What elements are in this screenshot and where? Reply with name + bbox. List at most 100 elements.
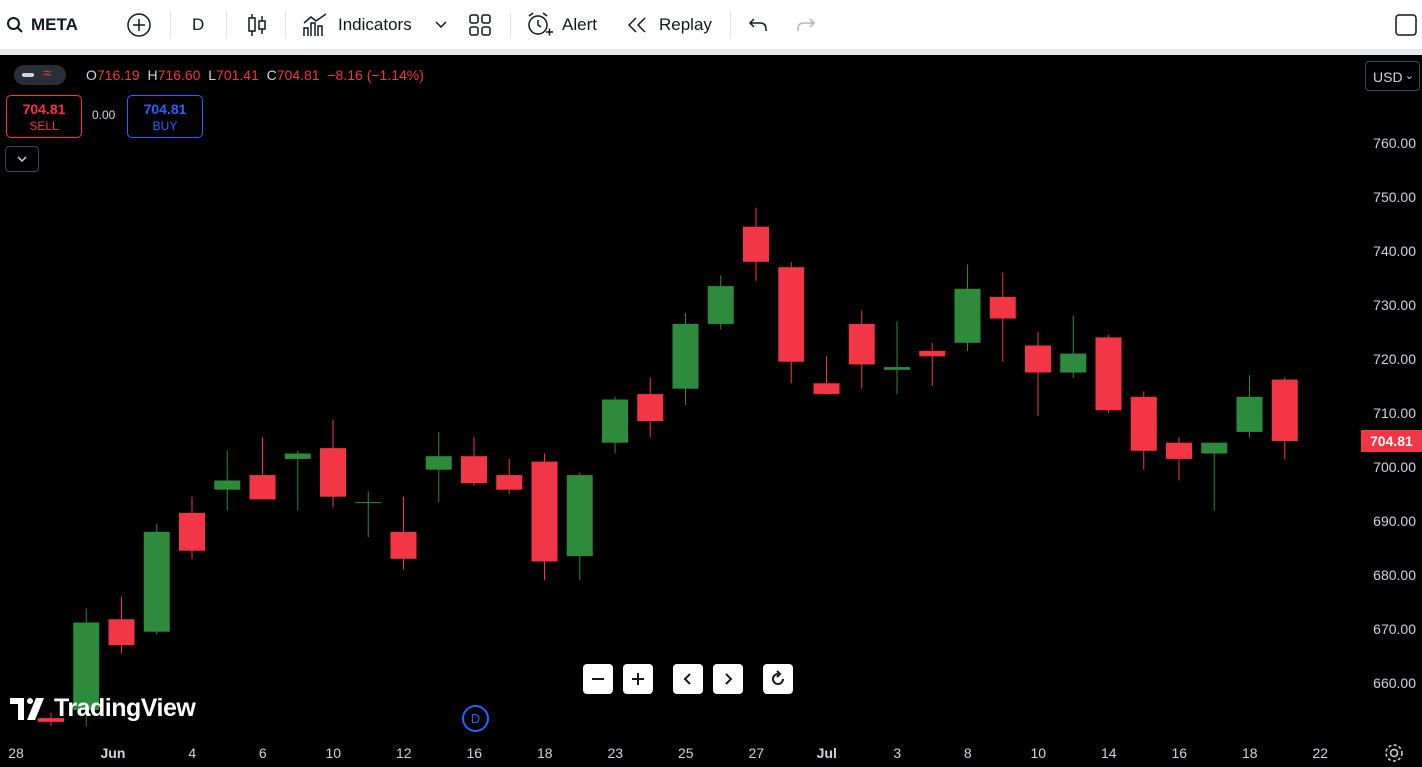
candle-body[interactable] [179,512,205,551]
symbol-label: META [31,15,78,34]
change-value: −8.16 (−1.14%) [327,67,424,83]
candle-body[interactable] [1166,442,1192,459]
candle-body[interactable] [1271,379,1298,442]
rewind-icon [627,17,646,33]
candle-body[interactable] [707,286,734,324]
time-tick-label: 23 [607,745,623,761]
candle-body[interactable] [848,323,875,365]
candle-body[interactable] [531,461,558,562]
candle-body[interactable] [778,267,805,362]
settings-gear-icon[interactable] [1383,742,1405,764]
candle-body[interactable] [425,456,452,470]
candle-body[interactable] [743,226,769,262]
price-tick-label: 720.00 [1373,351,1416,367]
candle-body[interactable] [108,619,135,646]
chevron-down-icon [17,156,27,163]
replay-label: Replay [659,15,712,34]
tv-logo-icon [10,697,44,720]
replay-button[interactable]: Replay [626,0,712,50]
candle-body[interactable] [214,480,241,490]
price-tick-label: 710.00 [1373,405,1416,421]
candle-body[interactable] [637,394,664,422]
alert-button[interactable]: Alert [526,0,597,50]
candle-body[interactable] [1236,396,1263,432]
chevron-left-icon [683,673,691,685]
candle-body[interactable] [566,475,593,557]
candle-body[interactable] [390,531,417,559]
sell-button[interactable]: 704.81 SELL [6,95,82,138]
candle-body[interactable] [461,456,487,484]
plus-circle-icon [127,13,151,37]
high-value: 716.60 [157,67,201,83]
time-tick-label: 18 [537,745,553,761]
branding-text: TradingView [54,694,196,722]
low-key: L [208,67,217,83]
candle-body[interactable] [954,288,981,343]
buy-label: BUY [152,119,178,133]
redo-button[interactable] [795,0,817,50]
currency-select[interactable]: USD ⌄ [1365,61,1420,91]
close-value: 704.81 [276,67,320,83]
candle-body[interactable] [602,399,628,443]
currency-label: USD [1373,69,1403,85]
wave-icon: ≈ [43,65,52,82]
collapse-legend-button[interactable] [5,146,39,172]
candle-body[interactable] [672,323,699,389]
candle-body[interactable] [249,475,276,500]
time-tick-label: Jun [100,745,125,761]
chart-type-button[interactable] [246,0,268,50]
indicators-dropdown[interactable] [434,0,448,50]
compare-symbol-button[interactable] [126,0,152,50]
close-key: C [266,67,277,83]
low-value: 701.41 [216,67,259,83]
candle-body[interactable] [1095,337,1122,411]
templates-button[interactable] [468,0,492,50]
candle-body[interactable] [1201,442,1228,454]
candle-body[interactable] [73,622,100,710]
price-tick-label: 760.00 [1373,135,1416,151]
time-tick-label: 14 [1101,745,1117,761]
candle-body[interactable] [884,367,910,370]
indicators-button[interactable]: Indicators [302,0,412,50]
candle-body[interactable] [1025,345,1051,373]
redo-icon [797,18,816,31]
candle-body[interactable] [284,453,311,459]
time-tick-label: 16 [466,745,482,761]
time-tick-label: 12 [396,745,412,761]
spread-value: 0.00 [92,108,116,122]
reset-chart-button[interactable] [763,664,793,694]
time-tick-label: 16 [1171,745,1187,761]
scroll-right-button[interactable] [713,664,743,694]
eye-toggle-icon [22,73,34,77]
buy-price: 704.81 [143,101,187,117]
ohlc-legend: O716.19 H716.60 L701.41 C704.81 −8.16 (−… [86,67,424,83]
candle-body[interactable] [1060,353,1087,373]
candle-body[interactable] [813,383,840,395]
visibility-toggle[interactable]: ≈ [14,65,66,85]
toolbar-divider [730,12,731,38]
interval-button[interactable]: D [192,0,204,50]
time-tick-label: 3 [893,745,901,761]
candle-body[interactable] [919,350,946,357]
candle-body[interactable] [989,296,1016,319]
candle-body[interactable] [1130,396,1157,451]
undo-button[interactable] [747,0,769,50]
fullscreen-button[interactable] [1394,0,1418,50]
zoom-out-button[interactable] [583,664,613,694]
price-tick-label: 740.00 [1373,243,1416,259]
time-tick-label: 4 [188,745,196,761]
scroll-left-button[interactable] [673,664,703,694]
chart-area[interactable] [0,55,1422,767]
zoom-in-button[interactable] [623,664,653,694]
buy-button[interactable]: 704.81 BUY [127,95,203,138]
candle-body[interactable] [355,502,382,504]
dividend-marker[interactable]: D [462,705,489,732]
candle-body[interactable] [496,475,523,490]
symbol-search-button[interactable]: META [6,0,78,50]
candle-body[interactable] [143,531,170,632]
candle-body[interactable] [320,448,346,497]
price-tick-label: 750.00 [1373,189,1416,205]
candle-body[interactable] [38,718,64,722]
sell-label: SELL [29,119,59,133]
